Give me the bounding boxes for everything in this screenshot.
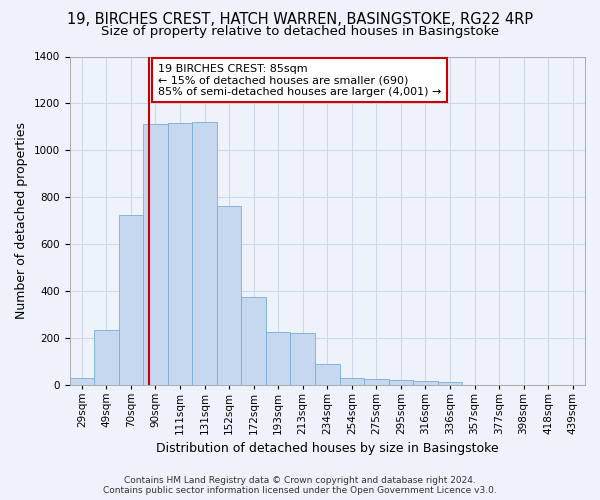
X-axis label: Distribution of detached houses by size in Basingstoke: Distribution of detached houses by size … [156, 442, 499, 455]
Bar [438, 382, 462, 384]
Bar [266, 332, 290, 384]
Bar [290, 333, 315, 384]
Bar [217, 206, 241, 384]
Y-axis label: Number of detached properties: Number of detached properties [15, 122, 28, 319]
Bar [364, 378, 389, 384]
Bar [143, 124, 168, 384]
Text: 19, BIRCHES CREST, HATCH WARREN, BASINGSTOKE, RG22 4RP: 19, BIRCHES CREST, HATCH WARREN, BASINGS… [67, 12, 533, 28]
Bar [70, 378, 94, 384]
Bar [413, 381, 438, 384]
Bar [192, 122, 217, 384]
Text: 19 BIRCHES CREST: 85sqm
← 15% of detached houses are smaller (690)
85% of semi-d: 19 BIRCHES CREST: 85sqm ← 15% of detache… [158, 64, 441, 96]
Bar [94, 330, 119, 384]
Text: Contains HM Land Registry data © Crown copyright and database right 2024.
Contai: Contains HM Land Registry data © Crown c… [103, 476, 497, 495]
Text: Size of property relative to detached houses in Basingstoke: Size of property relative to detached ho… [101, 25, 499, 38]
Bar [340, 378, 364, 384]
Bar [241, 296, 266, 384]
Bar [119, 214, 143, 384]
Bar [315, 364, 340, 384]
Bar [168, 124, 192, 384]
Bar [389, 380, 413, 384]
